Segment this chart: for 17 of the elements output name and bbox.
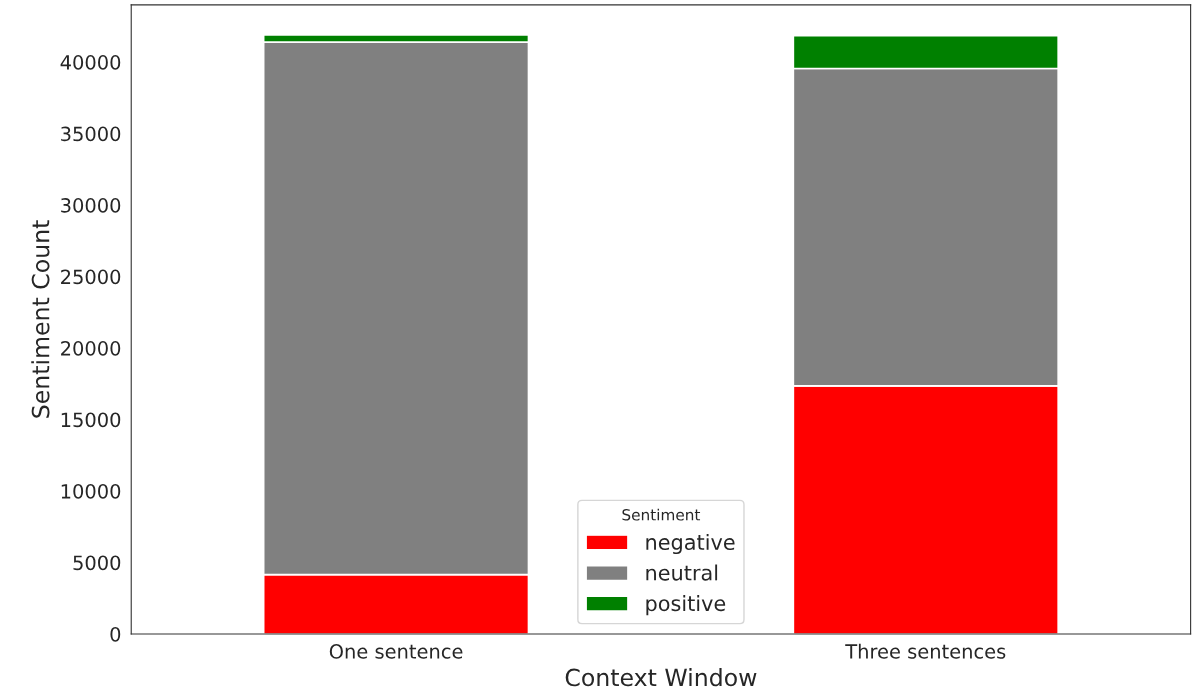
- y-tick-label: 5000: [73, 555, 121, 571]
- legend-label: positive: [646, 595, 726, 616]
- x-tick-label: Three sentences: [845, 643, 1006, 659]
- y-tick-label: 40000: [60, 55, 121, 70]
- legend-label: negative: [646, 533, 735, 555]
- y-tick-label: 25000: [61, 269, 121, 285]
- y-axis-title: Sentiment Count: [31, 220, 50, 418]
- y-tick-label: 35000: [61, 126, 121, 142]
- y-tick-label: 15000: [61, 412, 121, 428]
- y-tick-label: 0: [110, 626, 121, 642]
- y-tick-label: 10000: [61, 483, 121, 499]
- y-tick-label: 30000: [61, 198, 121, 213]
- legend-title: Sentiment: [622, 508, 701, 521]
- x-axis-title: Context Window: [565, 668, 757, 687]
- legend-label: neutral: [646, 564, 718, 581]
- y-tick-label: 20000: [61, 340, 121, 356]
- x-tick-label: One sentence: [329, 644, 463, 659]
